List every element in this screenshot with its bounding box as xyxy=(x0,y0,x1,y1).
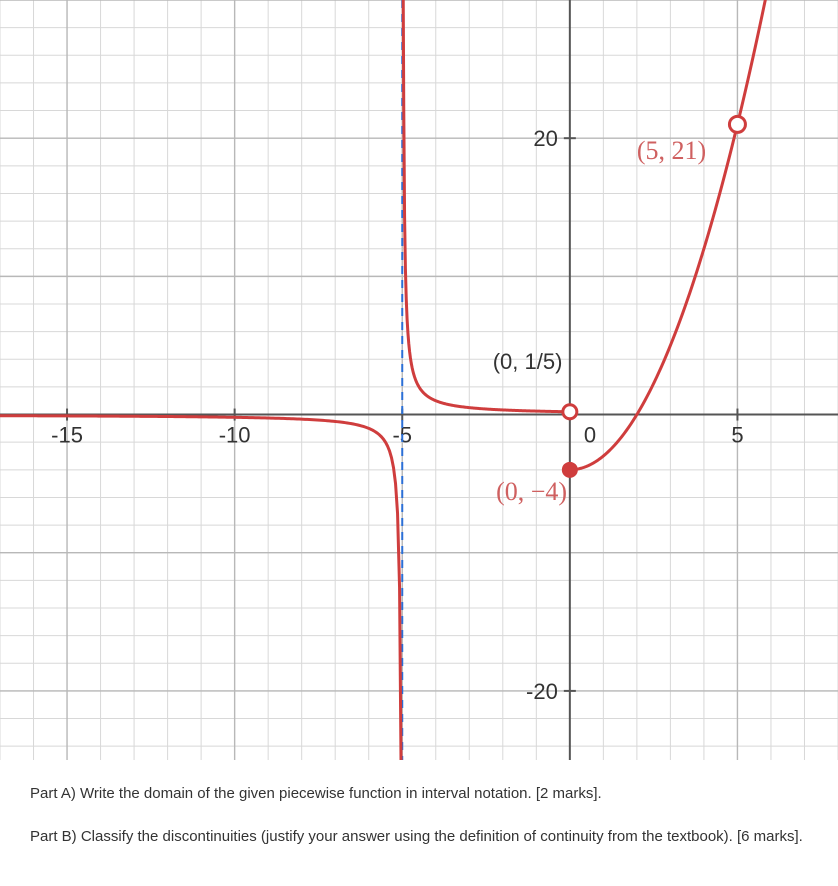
question-block: Part A) Write the domain of the given pi… xyxy=(0,760,838,875)
svg-text:(0, 1/5): (0, 1/5) xyxy=(493,349,563,374)
part-b-text: Part B) Classify the discontinuities (ju… xyxy=(30,823,808,852)
svg-text:(5, 21): (5, 21) xyxy=(637,136,706,165)
graph-svg: -15-10-505-2020(0, 1/5)(0, −4)(5, 21) xyxy=(0,0,838,760)
svg-text:0: 0 xyxy=(584,423,596,448)
svg-text:20: 20 xyxy=(533,126,557,151)
svg-text:-20: -20 xyxy=(526,679,558,704)
svg-text:5: 5 xyxy=(731,423,743,448)
svg-text:-15: -15 xyxy=(51,423,83,448)
part-a-text: Part A) Write the domain of the given pi… xyxy=(30,780,808,809)
graph-panel: -15-10-505-2020(0, 1/5)(0, −4)(5, 21) xyxy=(0,0,838,760)
svg-text:(0, −4): (0, −4) xyxy=(496,477,567,506)
svg-text:-10: -10 xyxy=(219,423,251,448)
